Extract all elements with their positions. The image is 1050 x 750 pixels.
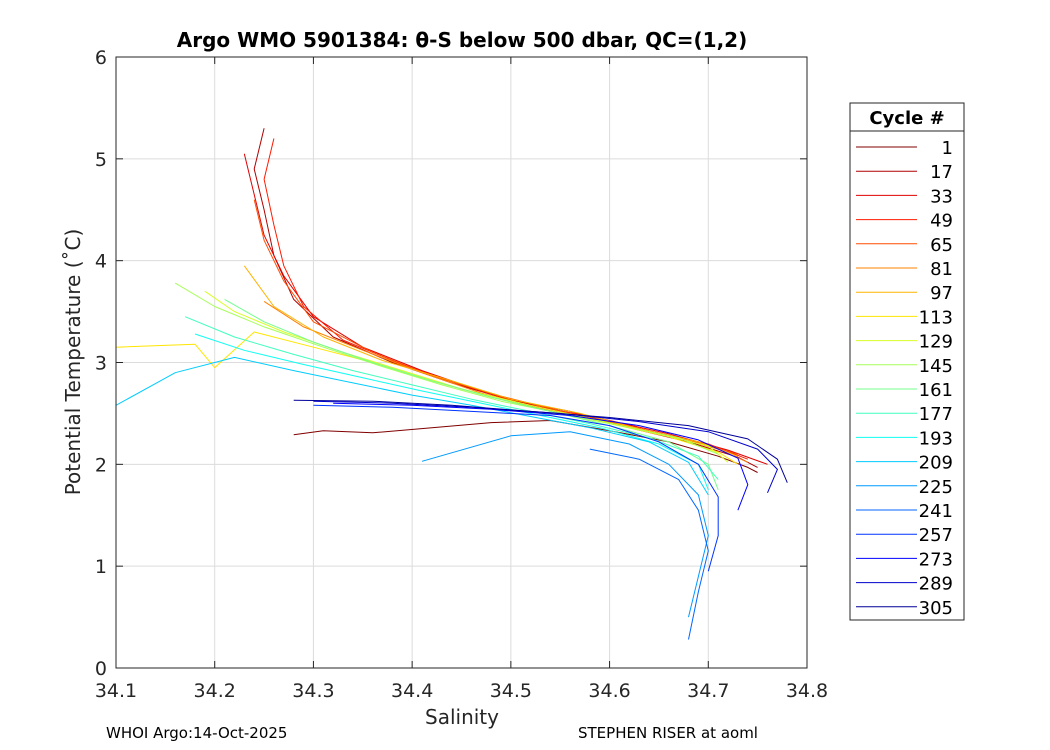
- legend-label: 193: [919, 428, 953, 449]
- x-tick-label: 34.8: [786, 680, 828, 702]
- axis-ticks: 34.1 34.2 34.3 34.4 34.5 34.6 34.7 34.8 0 1 2 3 4 5 6: [95, 47, 828, 702]
- series-line-cycle-289: [313, 400, 778, 493]
- x-axis-label: Salinity: [425, 705, 499, 729]
- legend-label: 1: [942, 138, 953, 159]
- series-line-cycle-161: [224, 298, 719, 490]
- legend-label: 305: [919, 598, 953, 619]
- legend-label: 289: [919, 574, 953, 595]
- x-tick-label: 34.7: [687, 680, 729, 702]
- footer-credit: STEPHEN RISER at aoml: [578, 724, 758, 742]
- legend-label: 241: [919, 501, 953, 522]
- legend-label: 17: [930, 162, 953, 183]
- x-tick-label: 34.1: [95, 680, 137, 702]
- series-line-cycle-257: [313, 404, 719, 572]
- series-line-cycle-193: [194, 333, 709, 490]
- legend-label: 161: [919, 380, 953, 401]
- y-tick-label: 5: [95, 149, 107, 171]
- data-series-group: [115, 128, 788, 640]
- x-tick-label: 34.6: [588, 680, 630, 702]
- legend-label: 273: [919, 549, 953, 570]
- legend: Cycle # 1 17 33 49 65 81 97 113 129 145 161 177 193 2…: [849, 102, 965, 621]
- y-tick-label: 3: [95, 353, 107, 375]
- x-tick-label: 34.2: [194, 680, 236, 702]
- y-tick-label: 4: [95, 251, 107, 273]
- series-line-cycle-273: [333, 402, 749, 511]
- legend-label: 145: [919, 356, 953, 377]
- legend-items: 1 17 33 49 65 81 97 113 129 145 161 177 193 209 225 241…: [856, 138, 953, 619]
- series-line-cycle-225: [421, 431, 709, 618]
- x-tick-label: 34.4: [391, 680, 433, 702]
- y-tick-label: 1: [95, 556, 107, 578]
- series-line-cycle-33: [243, 153, 768, 465]
- series-line-cycle-305: [293, 399, 788, 483]
- legend-label: 97: [930, 283, 953, 304]
- legend-label: 209: [919, 453, 953, 474]
- legend-label: 257: [919, 525, 953, 546]
- legend-label: 225: [919, 477, 953, 498]
- series-line-cycle-241: [589, 448, 709, 640]
- legend-label: 129: [919, 332, 953, 353]
- x-tick-label: 34.3: [292, 680, 334, 702]
- legend-label: 81: [930, 259, 953, 280]
- legend-label: 33: [930, 186, 953, 207]
- series-line-cycle-177: [184, 316, 719, 480]
- series-line-cycle-145: [174, 282, 719, 455]
- x-tick-label: 34.5: [490, 680, 532, 702]
- series-line-cycle-209: [115, 356, 709, 496]
- legend-title: Cycle #: [869, 108, 944, 129]
- series-line-cycle-97: [243, 265, 739, 457]
- y-tick-label: 6: [95, 47, 107, 69]
- y-axis-label: Potential Temperature (˚C): [61, 229, 85, 496]
- legend-label: 113: [919, 307, 953, 328]
- y-tick-label: 2: [95, 454, 107, 476]
- chart-title: Argo WMO 5901384: θ-S below 500 dbar, QC…: [177, 28, 747, 52]
- legend-label: 177: [919, 404, 953, 425]
- legend-label: 65: [930, 235, 953, 256]
- y-tick-label: 0: [95, 658, 107, 680]
- legend-label: 49: [930, 211, 953, 232]
- footer-date: WHOI Argo:14-Oct-2025: [106, 724, 288, 742]
